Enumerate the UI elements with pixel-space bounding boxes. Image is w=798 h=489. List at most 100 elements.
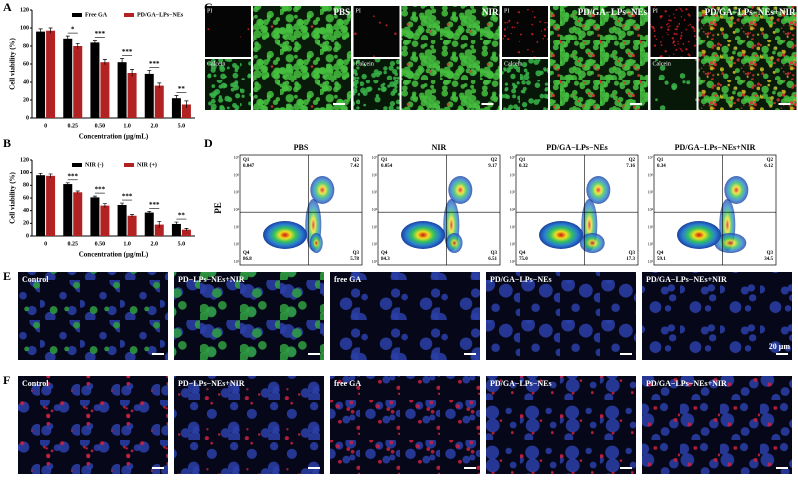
quadrant-name: Q2	[491, 158, 498, 163]
quadrant-value: 9.17	[488, 164, 497, 169]
bar	[154, 85, 164, 118]
y-tick-label: 10²	[234, 242, 240, 247]
error-bar	[102, 203, 107, 208]
population	[539, 221, 583, 249]
y-tick-label: 10⁶	[648, 172, 654, 177]
image-label: Control	[22, 275, 49, 284]
x-tick-label: 2.0	[151, 241, 159, 247]
merged-image	[698, 6, 797, 110]
error-bar	[147, 69, 152, 78]
group-title: PD/GA−LPs−NEs	[578, 7, 648, 17]
y-tick-label: 100	[20, 170, 29, 176]
y-tick-label: 10¹	[648, 259, 654, 264]
y-tick-label: 60	[23, 195, 29, 201]
bar	[36, 175, 46, 236]
significance: ***	[95, 30, 106, 38]
y-tick-label: 20	[23, 221, 29, 227]
error-bar	[130, 69, 135, 77]
population	[401, 221, 445, 249]
y-axis-label: Cell viability (%)	[9, 171, 17, 223]
panel-label: B	[3, 136, 11, 150]
x-tick-label: 0.50	[95, 123, 106, 129]
plot-title: NIR	[432, 143, 447, 152]
calcein-image	[502, 59, 548, 110]
channel-label: PI	[653, 8, 658, 14]
population	[677, 221, 721, 249]
y-tick-label: 10⁵	[234, 190, 240, 195]
channel-label: Calcein	[653, 61, 671, 67]
significance: ***	[122, 48, 133, 56]
x-tick-label: 0.50	[95, 241, 106, 247]
y-tick-label: 0	[26, 233, 29, 239]
population	[448, 176, 473, 204]
y-tick-label: 40	[23, 208, 29, 214]
error-bar	[92, 40, 97, 45]
bar	[63, 38, 73, 118]
channel-label: PI	[504, 8, 509, 14]
microscopy-image	[642, 272, 792, 360]
x-tick-label: 0.25	[68, 241, 79, 247]
legend-swatch	[124, 163, 134, 167]
panel-label: F	[3, 373, 10, 387]
merged-image	[401, 6, 500, 110]
y-tick-label: 10⁷	[648, 155, 654, 160]
bar	[90, 42, 100, 118]
group-title: NIR	[482, 7, 499, 17]
y-tick-label: 10⁷	[234, 155, 240, 160]
y-tick-label: 10¹	[372, 259, 378, 264]
quadrant-value: 17.3	[626, 257, 635, 262]
error-bar	[120, 58, 125, 66]
quadrant-name: Q3	[629, 251, 636, 256]
bar	[171, 98, 181, 118]
y-tick-label: 10¹	[234, 259, 240, 264]
bar	[100, 62, 110, 118]
pi-image	[353, 6, 400, 57]
channel-label: PI	[207, 8, 212, 14]
y-tick-label: 10⁶	[234, 172, 240, 177]
microscopy-image	[486, 376, 636, 474]
quadrant-name: Q1	[519, 158, 526, 163]
bar	[46, 175, 56, 236]
quadrant-name: Q1	[381, 158, 388, 163]
bar	[100, 205, 110, 236]
y-tick-label: 10²	[510, 242, 516, 247]
bar	[181, 229, 191, 236]
y-tick-label: 120	[20, 7, 29, 13]
error-bar	[174, 95, 179, 101]
quadrant-value: 7.42	[350, 164, 359, 169]
quadrant-value: 0.047	[243, 164, 255, 169]
significance: ***	[149, 60, 160, 68]
quadrant-value: 6.12	[764, 164, 773, 169]
legend-swatch	[72, 163, 82, 167]
population	[586, 176, 611, 204]
y-tick-label: 10¹	[510, 259, 516, 264]
channel-label: Calcein	[207, 61, 225, 67]
y-tick-label: 20	[23, 97, 29, 103]
error-bar	[184, 100, 189, 109]
y-tick-label: 100	[20, 25, 29, 31]
microscopy-image	[486, 272, 636, 360]
pi-image	[502, 6, 548, 57]
y-tick-label: 60	[23, 61, 29, 67]
y-axis-label: PE	[213, 202, 223, 214]
quadrant-value: 0.054	[381, 164, 393, 169]
significance: *	[71, 26, 75, 34]
quadrant-value: 7.16	[626, 164, 635, 169]
channel-label: Calcein	[356, 61, 374, 67]
plot-title: PD/GA−LPs−NEs	[546, 143, 608, 152]
error-bar	[130, 214, 135, 217]
x-axis-label: Concentration (μg/mL)	[79, 251, 149, 259]
legend-swatch	[124, 13, 134, 17]
microscopy-image	[18, 272, 168, 360]
quadrant-name: Q1	[657, 158, 664, 163]
y-tick-label: 80	[23, 183, 29, 189]
quadrant-name: Q4	[243, 251, 250, 256]
error-bar	[48, 27, 53, 34]
x-tick-label: 5.0	[178, 123, 186, 129]
bar	[117, 204, 127, 236]
error-bar	[48, 173, 53, 178]
scale-bar-label: 20 μm	[769, 342, 791, 351]
y-tick-label: 10⁷	[372, 155, 378, 160]
y-axis-label: Cell viability (%)	[9, 37, 17, 89]
panel-label: E	[3, 269, 11, 283]
